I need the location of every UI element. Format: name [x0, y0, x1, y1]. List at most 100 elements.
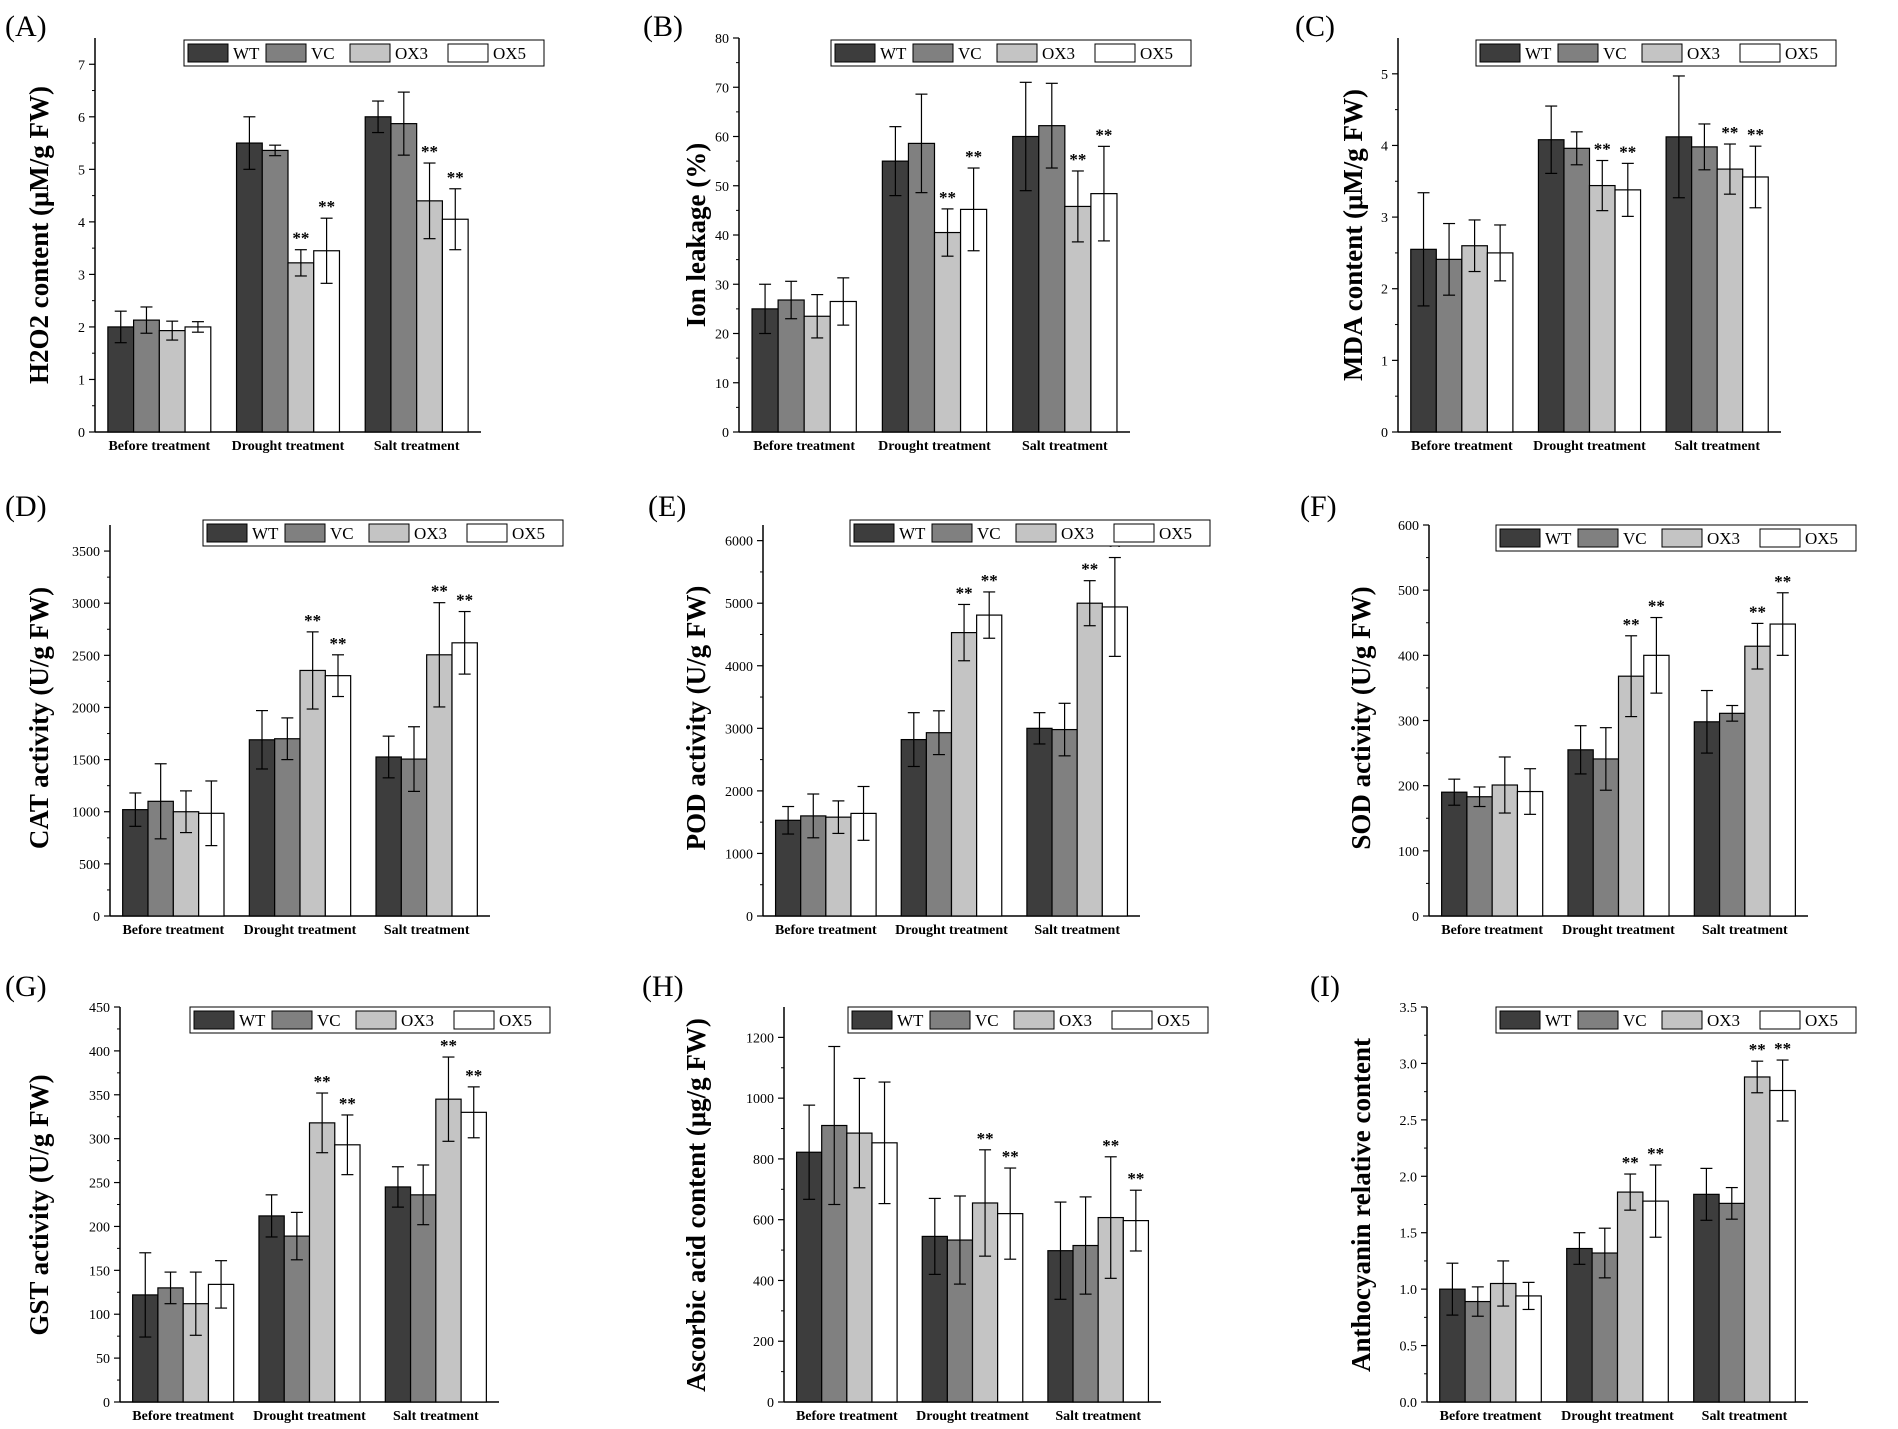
legend-swatch-ox3 — [349, 43, 391, 63]
legend-label: OX3 — [414, 524, 447, 543]
significance-marker: ** — [304, 611, 321, 630]
legend-swatch-vc — [1577, 528, 1619, 548]
legend-label: WT — [239, 1011, 266, 1030]
significance-marker: ** — [339, 1094, 356, 1113]
y-axis-label: H2O2 content (μM/g FW) — [24, 86, 54, 384]
bar-wt — [1537, 139, 1565, 433]
significance-marker: ** — [939, 188, 956, 207]
legend-label: OX3 — [1707, 1011, 1740, 1030]
bar-vc — [409, 1194, 437, 1403]
y-tick-label: 400 — [1398, 649, 1419, 664]
x-category-label: Before treatment — [1441, 923, 1543, 938]
y-tick-label: 3 — [78, 268, 85, 283]
bar-vc — [777, 299, 805, 433]
significance-marker: ** — [421, 142, 438, 161]
legend-swatch-wt — [1479, 43, 1521, 63]
x-category-label: Drought treatment — [895, 923, 1008, 938]
y-tick-label: 7 — [78, 58, 85, 73]
legend-swatch-wt — [206, 523, 248, 543]
y-tick-label: 450 — [89, 1001, 110, 1016]
legend-label: VC — [1623, 529, 1647, 548]
y-tick-label: 3000 — [725, 722, 753, 737]
y-tick-label: 2.5 — [1400, 1114, 1418, 1129]
bar-wt — [235, 142, 263, 433]
significance-marker: ** — [447, 168, 464, 187]
panel-i: (I) Anthocyanin relative content 0.0 0.5 1.0… — [1310, 970, 1857, 1424]
bar-ox3 — [1716, 168, 1744, 433]
y-tick-label: 100 — [89, 1308, 110, 1323]
bar-ox3 — [1461, 245, 1488, 433]
legend-label: OX3 — [401, 1011, 434, 1030]
y-tick-label: 2000 — [725, 785, 753, 800]
y-tick-label: 0 — [746, 910, 753, 925]
x-category-label: Drought treatment — [232, 439, 345, 454]
legend-swatch-wt — [834, 43, 876, 63]
bar-ox5 — [1769, 1089, 1796, 1403]
legend-swatch-vc — [1577, 1010, 1619, 1030]
bar-ox3 — [416, 200, 443, 433]
y-tick-label: 1000 — [746, 1092, 774, 1107]
bar-vc — [1466, 796, 1493, 917]
bar-wt — [1567, 749, 1594, 917]
panel-letter: (A) — [5, 10, 47, 43]
y-tick-label: 1.0 — [1400, 1283, 1418, 1298]
legend-label: OX5 — [1159, 524, 1192, 543]
significance-marker: ** — [1102, 1136, 1119, 1155]
y-tick-label: 30 — [715, 278, 729, 293]
legend-label: OX5 — [1805, 1011, 1838, 1030]
y-tick-label: 500 — [79, 858, 100, 873]
legend-swatch-ox3 — [1661, 1010, 1703, 1030]
bar-ox3 — [950, 632, 978, 917]
y-tick-label: 4000 — [725, 660, 753, 675]
x-category-label: Salt treatment — [1034, 923, 1120, 938]
y-tick-label: 2 — [1381, 283, 1388, 298]
bar-ox5 — [1614, 189, 1642, 433]
y-tick-label: 200 — [753, 1335, 774, 1350]
y-axis-label: POD activity (U/g FW) — [681, 586, 711, 851]
y-tick-label: 300 — [1398, 715, 1419, 730]
y-tick-label: 50 — [96, 1352, 110, 1367]
y-axis-label: MDA content (μM/g FW) — [1338, 89, 1368, 381]
legend-swatch-wt — [193, 1010, 235, 1030]
significance-marker: ** — [465, 1066, 482, 1085]
bar-wt — [1693, 721, 1721, 917]
bar-vc — [1691, 146, 1718, 433]
y-tick-label: 3.5 — [1400, 1001, 1418, 1016]
legend: WT VC OX3 OX5 — [183, 39, 545, 67]
y-tick-label: 400 — [753, 1274, 774, 1289]
legend-swatch-ox5 — [1111, 1010, 1153, 1030]
legend-swatch-ox5 — [447, 43, 489, 63]
legend-swatch-ox3 — [368, 523, 410, 543]
panel-letter: (E) — [648, 490, 686, 523]
x-category-label: Drought treatment — [244, 923, 357, 938]
y-tick-label: 40 — [715, 229, 729, 244]
legend-swatch-ox5 — [1113, 523, 1155, 543]
legend-swatch-wt — [1499, 1010, 1541, 1030]
y-axis-label: Anthocyanin relative content — [1346, 1038, 1376, 1372]
significance-marker: ** — [981, 571, 998, 590]
bar-ox5 — [1643, 654, 1670, 917]
bar-vc — [1718, 712, 1746, 917]
panel-f: (F) SOD activity (U/g FW) 0 100 200 300 400 500… — [1300, 490, 1857, 938]
legend: WT VC OX3 OX5 — [849, 519, 1211, 547]
x-category-label: Drought treatment — [878, 439, 991, 454]
bar-ox5 — [334, 1144, 361, 1403]
panel-letter: (G) — [5, 970, 47, 1003]
y-tick-label: 600 — [1398, 519, 1419, 534]
significance-marker: ** — [318, 197, 335, 216]
legend-label: WT — [880, 44, 907, 63]
x-category-label: Salt treatment — [1702, 923, 1788, 938]
bar-ox5 — [184, 326, 212, 433]
y-tick-label: 2.0 — [1400, 1170, 1418, 1185]
legend-label: OX5 — [1785, 44, 1818, 63]
legend-swatch-vc — [912, 43, 954, 63]
bar-vc — [1051, 728, 1078, 917]
y-tick-label: 600 — [753, 1214, 774, 1229]
legend-swatch-wt — [1499, 528, 1541, 548]
panel-b: (B) Ion leakage (%) 0 10 20 30 40 50 60 70 80 Befor… — [643, 10, 1192, 454]
y-tick-label: 4 — [1381, 139, 1388, 154]
y-tick-label: 400 — [89, 1045, 110, 1060]
legend-swatch-ox5 — [466, 523, 508, 543]
bar-ox3 — [1076, 602, 1103, 917]
legend-label: WT — [1545, 529, 1572, 548]
